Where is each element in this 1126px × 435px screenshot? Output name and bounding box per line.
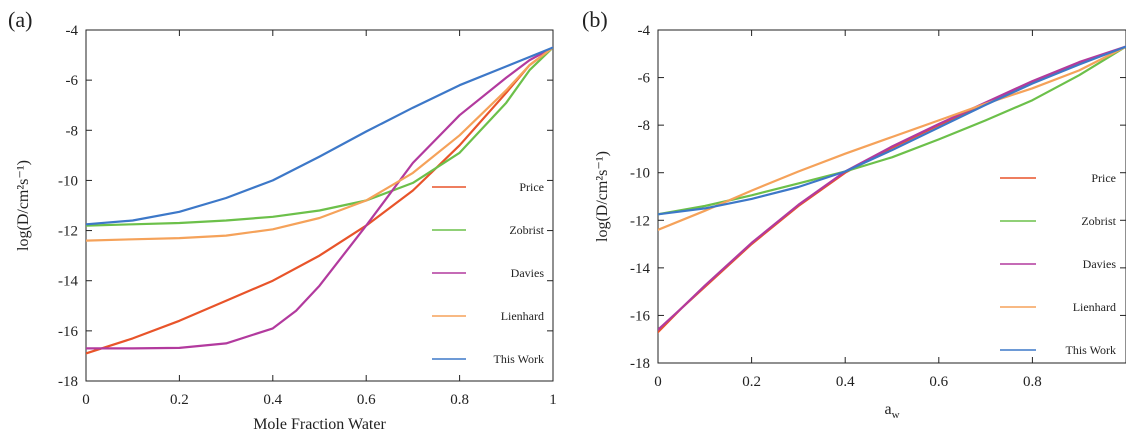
x-axis-label: Mole Fraction Water xyxy=(253,416,386,433)
panel-a: (a) 0 0.2 0.4 0.6 0.8 1 -18 -16 -14 -12 -10 -8 -6 -4 lo… xyxy=(8,7,557,433)
x-tick-label: 0 xyxy=(654,374,662,390)
series-line-this-work xyxy=(658,45,1126,216)
y-tick-label: -6 xyxy=(66,73,79,89)
x-axis-label-subscript: w xyxy=(892,409,900,421)
y-tick-label: -12 xyxy=(58,224,78,240)
x-tick-label: 0.4 xyxy=(836,374,855,390)
y-tick-label: -8 xyxy=(66,123,79,139)
y-axis-label: log(D/cm²s⁻¹) xyxy=(594,151,611,242)
y-tick-label: -18 xyxy=(630,356,650,372)
x-tick-label: 0.2 xyxy=(170,392,189,408)
legend-label-this-work: This Work xyxy=(1066,343,1116,357)
y-tick-label: -4 xyxy=(638,23,651,39)
y-tick-label: -12 xyxy=(630,213,650,229)
x-tick-label: 0 xyxy=(82,392,90,408)
plot-frame xyxy=(85,29,554,382)
series-line-davies xyxy=(86,46,553,350)
x-axis-label-main: a xyxy=(884,401,891,418)
y-tick-label: -4 xyxy=(66,23,79,39)
legend-label-davies: Davies xyxy=(511,266,545,280)
panel-b: (b) 0 0.2 0.4 0.6 0.8 -18 -16 -14 -12 -10 -8 -6 -4 log… xyxy=(582,7,1126,421)
series-line-davies xyxy=(658,45,1126,331)
legend-label-zobrist: Zobrist xyxy=(509,223,544,237)
series-line-lienhard xyxy=(86,46,553,242)
y-tick-label: -14 xyxy=(58,274,78,290)
y-tick-label: -14 xyxy=(630,261,650,277)
legend-label-price: Price xyxy=(519,180,544,194)
y-tick-label: -10 xyxy=(630,166,650,182)
legend-label-zobrist: Zobrist xyxy=(1081,214,1116,228)
legend-label-lienhard: Lienhard xyxy=(501,309,544,323)
x-tick-label: 0.6 xyxy=(357,392,376,408)
y-tick-label: -18 xyxy=(58,374,78,390)
series-line-zobrist xyxy=(658,45,1126,216)
x-tick-label: 0.4 xyxy=(263,392,282,408)
panel-label: (a) xyxy=(8,7,32,32)
x-tick-label: 0.6 xyxy=(929,374,948,390)
series-line-zobrist xyxy=(86,46,553,227)
x-axis-label: aw xyxy=(884,401,899,421)
y-tick-label: -16 xyxy=(630,308,650,324)
series-line-lienhard xyxy=(658,45,1126,231)
x-tick-label: 0.8 xyxy=(450,392,469,408)
series-line-price xyxy=(658,45,1126,334)
legend-label-lienhard: Lienhard xyxy=(1073,300,1116,314)
y-tick-label: -6 xyxy=(638,71,651,87)
x-tick-label: 1 xyxy=(549,392,557,408)
y-tick-label: -10 xyxy=(58,173,78,189)
series-line-price xyxy=(86,46,553,355)
legend-label-price: Price xyxy=(1091,171,1116,185)
series-line-this-work xyxy=(86,46,553,226)
y-tick-label: -8 xyxy=(638,118,651,134)
y-axis-label: log(D/cm²s⁻¹) xyxy=(15,160,32,251)
panel-label: (b) xyxy=(582,7,608,32)
x-tick-label: 0.8 xyxy=(1023,374,1042,390)
legend-label-this-work: This Work xyxy=(494,352,544,366)
y-tick-label: -16 xyxy=(58,324,78,340)
x-tick-label: 0.2 xyxy=(742,374,761,390)
legend-label-davies: Davies xyxy=(1083,257,1117,271)
plot-frame xyxy=(657,29,1126,364)
